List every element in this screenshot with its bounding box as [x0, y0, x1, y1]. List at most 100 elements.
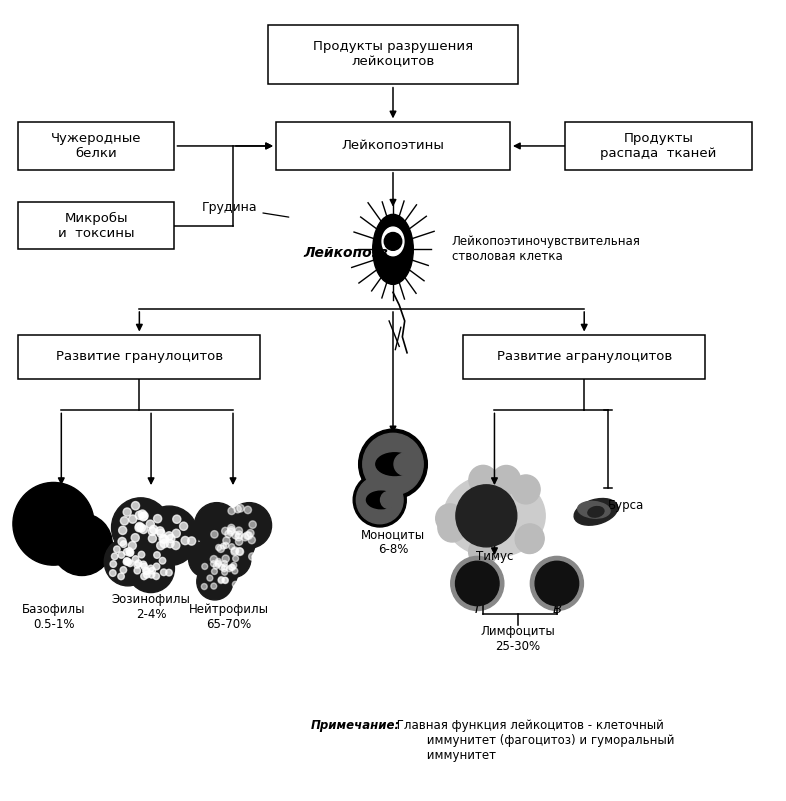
- Circle shape: [135, 522, 144, 530]
- FancyBboxPatch shape: [18, 202, 174, 249]
- Text: Тимус: Тимус: [476, 550, 513, 563]
- Circle shape: [469, 465, 498, 494]
- Circle shape: [236, 531, 243, 538]
- Circle shape: [228, 507, 235, 514]
- Circle shape: [236, 548, 243, 555]
- Circle shape: [450, 557, 504, 610]
- Text: Базофилы
0.5-1%: Базофилы 0.5-1%: [22, 603, 85, 631]
- Circle shape: [228, 525, 235, 532]
- Circle shape: [204, 530, 249, 576]
- Circle shape: [237, 548, 244, 555]
- Circle shape: [231, 548, 238, 555]
- Circle shape: [380, 491, 398, 509]
- Circle shape: [227, 503, 271, 548]
- Circle shape: [244, 506, 252, 513]
- Circle shape: [172, 529, 180, 537]
- Circle shape: [126, 548, 133, 554]
- Circle shape: [223, 542, 229, 549]
- Text: Моноциты
6-8%: Моноциты 6-8%: [361, 528, 425, 556]
- Circle shape: [515, 525, 544, 553]
- Circle shape: [222, 578, 229, 583]
- Circle shape: [222, 566, 227, 572]
- Circle shape: [226, 566, 233, 572]
- Circle shape: [196, 563, 233, 600]
- Circle shape: [172, 541, 180, 549]
- Circle shape: [229, 544, 235, 549]
- Circle shape: [127, 549, 133, 557]
- Circle shape: [105, 537, 152, 586]
- Circle shape: [215, 541, 251, 578]
- Circle shape: [159, 535, 167, 543]
- Text: Продукты
распада  тканей: Продукты распада тканей: [601, 132, 717, 160]
- Circle shape: [241, 533, 248, 541]
- Text: Лейкопоэтиночувствительная
стволовая клетка: Лейкопоэтиночувствительная стволовая кле…: [451, 235, 641, 264]
- Circle shape: [218, 578, 224, 583]
- FancyBboxPatch shape: [463, 335, 705, 379]
- Text: Развитие гранулоцитов: Развитие гранулоцитов: [56, 350, 223, 363]
- Circle shape: [135, 511, 143, 519]
- Circle shape: [215, 560, 222, 566]
- Circle shape: [167, 534, 175, 543]
- Circle shape: [141, 573, 147, 580]
- Text: Чужеродные
белки: Чужеродные белки: [51, 132, 141, 160]
- Circle shape: [217, 545, 225, 553]
- Circle shape: [140, 506, 198, 566]
- Circle shape: [134, 567, 141, 574]
- Circle shape: [156, 541, 165, 549]
- Circle shape: [234, 505, 241, 513]
- Circle shape: [207, 575, 213, 581]
- Circle shape: [166, 540, 174, 548]
- Circle shape: [222, 578, 228, 583]
- Ellipse shape: [574, 498, 618, 525]
- Circle shape: [211, 561, 216, 567]
- Text: В: В: [553, 603, 561, 616]
- FancyBboxPatch shape: [564, 122, 752, 170]
- Circle shape: [146, 520, 154, 529]
- Ellipse shape: [382, 227, 404, 256]
- Circle shape: [149, 525, 158, 533]
- FancyBboxPatch shape: [18, 122, 174, 170]
- Circle shape: [211, 583, 217, 589]
- Circle shape: [231, 562, 237, 569]
- Circle shape: [135, 524, 143, 532]
- Circle shape: [157, 529, 165, 537]
- Circle shape: [109, 570, 116, 577]
- Circle shape: [228, 526, 235, 534]
- Circle shape: [222, 537, 230, 545]
- Circle shape: [235, 527, 243, 534]
- Circle shape: [160, 557, 166, 564]
- Circle shape: [247, 529, 254, 537]
- Circle shape: [134, 562, 141, 568]
- Circle shape: [131, 533, 139, 542]
- Circle shape: [194, 503, 239, 548]
- Circle shape: [233, 582, 238, 587]
- Circle shape: [135, 560, 141, 566]
- Circle shape: [112, 553, 118, 560]
- Circle shape: [221, 543, 226, 549]
- FancyBboxPatch shape: [268, 25, 518, 84]
- Circle shape: [230, 565, 235, 570]
- Circle shape: [181, 537, 189, 545]
- Circle shape: [244, 532, 251, 539]
- Circle shape: [394, 453, 416, 475]
- Text: Нейтрофилы
65-70%: Нейтрофилы 65-70%: [189, 603, 269, 631]
- Circle shape: [149, 527, 156, 536]
- Circle shape: [222, 527, 229, 535]
- Circle shape: [353, 473, 406, 527]
- Circle shape: [120, 517, 128, 525]
- Circle shape: [153, 563, 160, 570]
- Circle shape: [149, 567, 156, 574]
- Circle shape: [129, 515, 137, 523]
- Circle shape: [215, 545, 222, 550]
- Circle shape: [456, 485, 516, 547]
- Circle shape: [119, 526, 127, 534]
- Ellipse shape: [366, 491, 395, 509]
- Circle shape: [51, 513, 112, 575]
- Text: Лимфоциты
25-30%: Лимфоциты 25-30%: [480, 625, 555, 653]
- Circle shape: [512, 475, 540, 504]
- Circle shape: [154, 552, 160, 558]
- Circle shape: [127, 549, 134, 556]
- Circle shape: [160, 569, 167, 576]
- Circle shape: [120, 541, 127, 547]
- Text: Бурса: Бурса: [608, 499, 644, 512]
